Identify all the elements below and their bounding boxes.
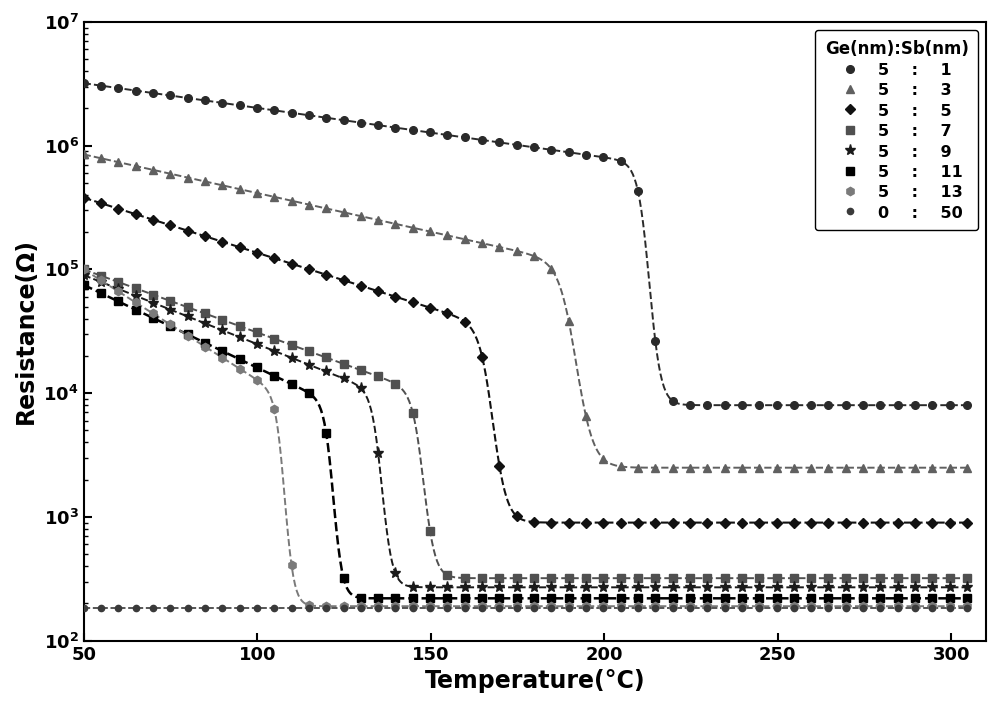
5    :    13: (160, 190): 13: (160, 190) bbox=[459, 602, 471, 610]
5    :    3: (140, 2.34e+05): 3: (140, 2.34e+05) bbox=[389, 220, 401, 228]
5    :    1: (305, 8e+03): 1: (305, 8e+03) bbox=[961, 401, 973, 409]
5    :    11: (305, 220): 11: (305, 220) bbox=[961, 594, 973, 602]
5    :    3: (170, 1.52e+05): 3: (170, 1.52e+05) bbox=[493, 243, 505, 251]
5    :    7: (50, 1e+05): 7: (50, 1e+05) bbox=[78, 265, 90, 274]
5    :    1: (290, 8e+03): 1: (290, 8e+03) bbox=[909, 401, 921, 409]
Y-axis label: Resistance(Ω): Resistance(Ω) bbox=[14, 238, 38, 424]
5    :    1: (140, 1.4e+06): 1: (140, 1.4e+06) bbox=[389, 123, 401, 132]
5    :    7: (70, 6.26e+04): 7: (70, 6.26e+04) bbox=[147, 291, 159, 299]
0    :    50: (170, 185): 50: (170, 185) bbox=[493, 603, 505, 612]
5    :    11: (50, 7.5e+04): 11: (50, 7.5e+04) bbox=[78, 281, 90, 289]
0    :    50: (285, 185): 50: (285, 185) bbox=[892, 603, 904, 612]
Line: 5    :    3: 5 : 3 bbox=[80, 151, 971, 472]
5    :    5: (215, 900): 5: (215, 900) bbox=[649, 518, 661, 527]
5    :    5: (70, 2.52e+05): 5: (70, 2.52e+05) bbox=[147, 216, 159, 224]
5    :    1: (215, 2.66e+04): 1: (215, 2.66e+04) bbox=[649, 337, 661, 345]
5    :    13: (70, 4.41e+04): 13: (70, 4.41e+04) bbox=[147, 309, 159, 317]
5    :    13: (220, 190): 13: (220, 190) bbox=[667, 602, 679, 610]
5    :    5: (170, 2.6e+03): 5: (170, 2.6e+03) bbox=[493, 461, 505, 469]
5    :    3: (205, 2.56e+03): 3: (205, 2.56e+03) bbox=[615, 462, 627, 471]
5    :    9: (195, 270): 9: (195, 270) bbox=[580, 583, 592, 592]
5    :    9: (140, 351): 9: (140, 351) bbox=[389, 569, 401, 578]
5    :    7: (220, 320): 7: (220, 320) bbox=[667, 574, 679, 583]
5    :    7: (205, 320): 7: (205, 320) bbox=[615, 574, 627, 583]
5    :    1: (70, 2.66e+06): 1: (70, 2.66e+06) bbox=[147, 89, 159, 98]
Line: 5    :    5: 5 : 5 bbox=[80, 194, 971, 527]
X-axis label: Temperature(°C): Temperature(°C) bbox=[425, 669, 645, 693]
Line: 5    :    9: 5 : 9 bbox=[78, 269, 973, 593]
0    :    50: (215, 185): 50: (215, 185) bbox=[649, 603, 661, 612]
5    :    13: (175, 190): 13: (175, 190) bbox=[511, 602, 523, 610]
5    :    7: (290, 320): 7: (290, 320) bbox=[909, 574, 921, 583]
0    :    50: (305, 185): 50: (305, 185) bbox=[961, 603, 973, 612]
Line: 5    :    1: 5 : 1 bbox=[80, 79, 971, 409]
5    :    3: (285, 2.5e+03): 3: (285, 2.5e+03) bbox=[892, 464, 904, 472]
5    :    13: (305, 190): 13: (305, 190) bbox=[961, 602, 973, 610]
5    :    5: (140, 6.03e+04): 5: (140, 6.03e+04) bbox=[389, 293, 401, 301]
Line: 5    :    13: 5 : 13 bbox=[80, 265, 971, 610]
5    :    9: (210, 270): 9: (210, 270) bbox=[632, 583, 644, 592]
Line: 5    :    11: 5 : 11 bbox=[80, 281, 971, 602]
5    :    9: (70, 5.39e+04): 9: (70, 5.39e+04) bbox=[147, 298, 159, 307]
5    :    11: (220, 220): 11: (220, 220) bbox=[667, 594, 679, 602]
5    :    11: (170, 220): 11: (170, 220) bbox=[493, 594, 505, 602]
5    :    3: (50, 8.5e+05): 3: (50, 8.5e+05) bbox=[78, 150, 90, 158]
5    :    11: (290, 220): 11: (290, 220) bbox=[909, 594, 921, 602]
5    :    7: (170, 320): 7: (170, 320) bbox=[493, 574, 505, 583]
5    :    7: (305, 320): 7: (305, 320) bbox=[961, 574, 973, 583]
5    :    11: (140, 220): 11: (140, 220) bbox=[389, 594, 401, 602]
5    :    13: (290, 190): 13: (290, 190) bbox=[909, 602, 921, 610]
5    :    9: (290, 270): 9: (290, 270) bbox=[909, 583, 921, 592]
5    :    5: (245, 900): 5: (245, 900) bbox=[753, 518, 765, 527]
5    :    13: (50, 1e+05): 13: (50, 1e+05) bbox=[78, 265, 90, 274]
5    :    1: (275, 8e+03): 1: (275, 8e+03) bbox=[857, 401, 869, 409]
5    :    5: (50, 3.8e+05): 5: (50, 3.8e+05) bbox=[78, 194, 90, 202]
5    :    13: (210, 190): 13: (210, 190) bbox=[632, 602, 644, 610]
0    :    50: (50, 185): 50: (50, 185) bbox=[78, 603, 90, 612]
5    :    9: (220, 270): 9: (220, 270) bbox=[667, 583, 679, 592]
5    :    3: (215, 2.5e+03): 3: (215, 2.5e+03) bbox=[649, 463, 661, 472]
5    :    3: (290, 2.5e+03): 3: (290, 2.5e+03) bbox=[909, 464, 921, 472]
5    :    7: (140, 1.19e+04): 7: (140, 1.19e+04) bbox=[389, 380, 401, 388]
0    :    50: (140, 185): 50: (140, 185) bbox=[389, 603, 401, 612]
Legend: 5    :    1, 5    :    3, 5    :    5, 5    :    7, 5    :    9, 5    :    11, 5: 5 : 1, 5 : 3, 5 : 5, 5 : 7, 5 : 9, 5 : 1… bbox=[815, 30, 978, 230]
5    :    7: (210, 320): 7: (210, 320) bbox=[632, 574, 644, 583]
5    :    1: (170, 1.06e+06): 1: (170, 1.06e+06) bbox=[493, 138, 505, 146]
5    :    1: (50, 3.2e+06): 1: (50, 3.2e+06) bbox=[78, 79, 90, 88]
Line: 5    :    7: 5 : 7 bbox=[80, 266, 971, 582]
5    :    9: (305, 270): 9: (305, 270) bbox=[961, 583, 973, 592]
5    :    5: (205, 900): 5: (205, 900) bbox=[615, 518, 627, 527]
5    :    3: (305, 2.5e+03): 3: (305, 2.5e+03) bbox=[961, 464, 973, 472]
0    :    50: (70, 185): 50: (70, 185) bbox=[147, 603, 159, 612]
5    :    5: (290, 900): 5: (290, 900) bbox=[909, 518, 921, 527]
5    :    11: (70, 4.06e+04): 11: (70, 4.06e+04) bbox=[147, 314, 159, 322]
Line: 0    :    50: 0 : 50 bbox=[81, 604, 970, 611]
5    :    13: (140, 190): 13: (140, 190) bbox=[389, 602, 401, 610]
5    :    11: (210, 220): 11: (210, 220) bbox=[632, 594, 644, 602]
5    :    1: (205, 7.49e+05): 1: (205, 7.49e+05) bbox=[615, 157, 627, 165]
5    :    5: (305, 900): 5: (305, 900) bbox=[961, 518, 973, 527]
5    :    11: (175, 220): 11: (175, 220) bbox=[511, 594, 523, 602]
5    :    9: (170, 270): 9: (170, 270) bbox=[493, 583, 505, 592]
0    :    50: (205, 185): 50: (205, 185) bbox=[615, 603, 627, 612]
5    :    3: (70, 6.38e+05): 3: (70, 6.38e+05) bbox=[147, 165, 159, 174]
5    :    9: (50, 9e+04): 9: (50, 9e+04) bbox=[78, 271, 90, 279]
